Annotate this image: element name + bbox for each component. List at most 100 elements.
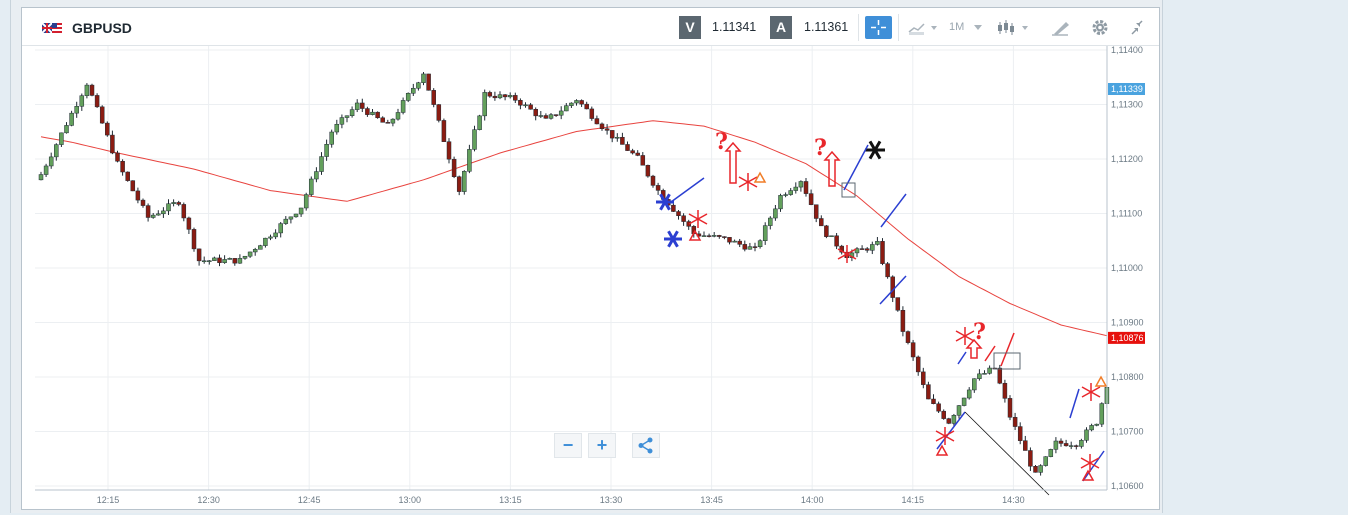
y-tick-label: 1,10900 [1111,318,1144,328]
candle-down [834,235,839,247]
candle-up [64,125,69,134]
candle-up [1068,445,1074,447]
current-price-tag-bg [1108,83,1145,96]
candle-up [395,112,401,120]
candle-down [451,158,457,177]
current-price-tag: 1,11339 [1111,84,1143,94]
candle-up [252,249,258,253]
x-tick-label: 14:00 [801,495,824,505]
candle-down [518,100,523,106]
candle-up [258,245,263,250]
x-tick-label: 13:45 [700,495,723,505]
candle-down [553,114,559,116]
candle-up [1048,449,1054,457]
flag-icon [42,23,62,33]
timeframe-button[interactable]: 1M [949,16,985,39]
candle-up [349,109,355,116]
annotation-line [868,140,882,160]
candle-up [161,210,166,215]
candle-up [961,397,967,406]
annotation-box [841,182,856,198]
candle-down [426,73,431,91]
candle-up [405,92,411,101]
candle-up [569,102,574,106]
candle-down [120,160,125,173]
y-tick-label: 1,10800 [1111,372,1144,382]
chart-type-button[interactable] [906,16,942,39]
annotation-line [1069,388,1080,419]
candle-down [436,104,442,121]
candle-up [1099,403,1105,425]
candle-up [293,213,299,218]
candle-up [1038,465,1043,473]
y-tick-label: 1,11000 [1111,263,1143,273]
timeframe-label: 1M [949,21,965,33]
symbol-label: GBPUSD [72,20,132,36]
candle-up [497,94,503,99]
candle-up [1043,456,1048,466]
candle-up [84,84,90,96]
candle-down [145,205,151,218]
line-chart-icon [908,23,937,35]
x-tick-label: 13:00 [399,495,422,505]
candle-up [309,178,314,195]
minus-icon: − [562,435,574,455]
candle-down [676,211,681,216]
candle-up [212,257,217,261]
crosshair-icon [871,20,886,35]
candle-up [166,203,171,212]
candle-down [1017,426,1023,441]
candle-up [854,248,860,254]
candle-style-button[interactable] [995,16,1035,39]
zoom-in-button[interactable]: + [588,433,616,458]
zoom-out-button[interactable]: − [554,433,582,458]
candle-up [472,129,477,150]
candle-up [956,405,962,416]
annotation-line [936,411,966,450]
bid-badge[interactable]: V [679,16,701,39]
candle-down [441,120,447,142]
candle-up [303,194,309,209]
draw-tools-button[interactable] [1046,16,1076,39]
candle-down [864,248,870,251]
candle-down [625,144,630,151]
candle-up [982,373,987,375]
candle-up [201,260,207,263]
ask-price[interactable]: 1.11361 [804,20,849,34]
candle-down [717,235,722,237]
candle-up [1053,440,1059,450]
bid-price[interactable]: 1.11341 [712,20,757,34]
candle-up [732,240,737,243]
candle-down [528,104,533,110]
ask-badge[interactable]: A [770,16,792,39]
candle-up [150,214,156,218]
collapse-button[interactable] [1124,16,1150,39]
plus-icon: + [596,435,608,455]
candlestick-chart[interactable]: ??? 1,11400 1,11300 1,11200 1,11100 1,11000 1… [22,46,1159,509]
candle-down [196,248,202,262]
candle-up [283,218,289,224]
settings-button[interactable] [1087,16,1113,39]
candle-down [681,215,686,222]
crosshair-button[interactable] [865,16,892,39]
candle-up [507,95,513,98]
candle-up [278,223,283,234]
draw-icon [1052,22,1069,36]
candle-down [946,418,952,424]
candle-up [421,73,426,83]
candle-up [400,100,406,113]
candle-down [105,122,110,136]
candle-up [467,149,472,172]
gear-icon [1092,20,1108,35]
candle-up [1094,423,1099,426]
candle-up [548,114,554,119]
candle-up [247,251,253,257]
candle-down [900,310,906,332]
candle-down [492,95,498,99]
annotation-triangle [1081,469,1095,481]
candle-up [242,255,248,259]
candle-down [1033,466,1038,473]
candle-up [462,171,467,192]
candle-down [910,342,916,358]
share-button[interactable] [632,433,660,458]
